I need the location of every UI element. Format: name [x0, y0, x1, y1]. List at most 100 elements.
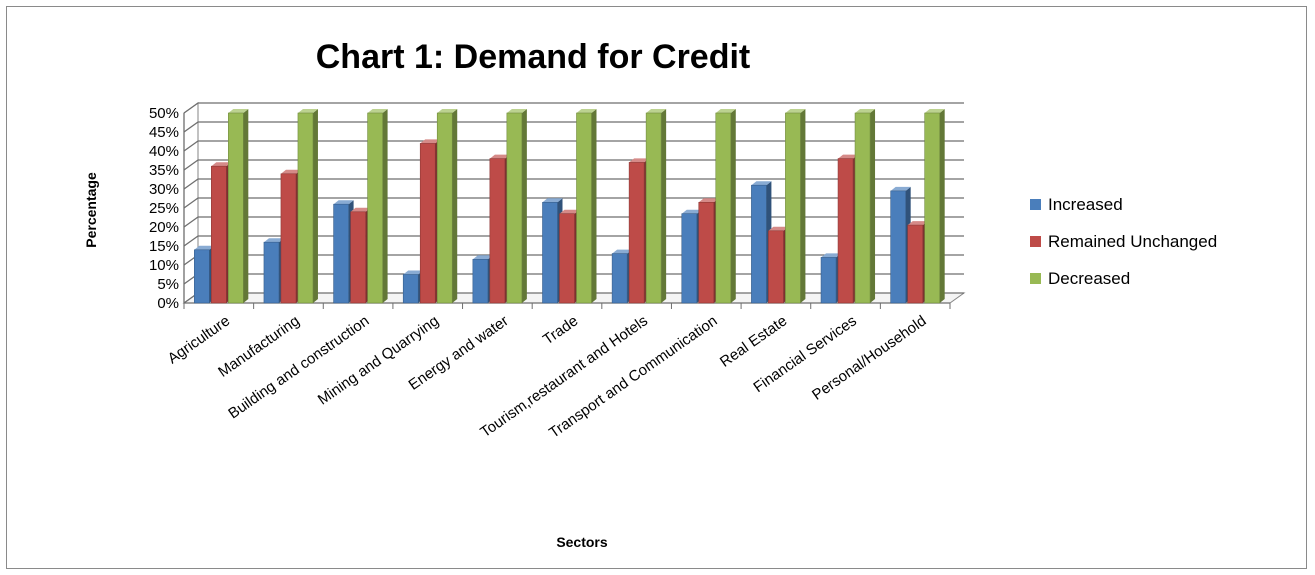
legend-swatch	[1030, 236, 1041, 247]
legend-swatch	[1030, 273, 1041, 284]
bar-side	[800, 109, 806, 303]
gridline	[183, 197, 964, 209]
y-tick-label: 5%	[157, 276, 179, 293]
x-axis-title: Sectors	[556, 534, 608, 550]
bar-front	[263, 241, 280, 304]
bar-front	[698, 202, 715, 304]
legend-label: Decreased	[1048, 269, 1130, 288]
x-category-label: Personal/Household	[809, 312, 929, 403]
bar-side	[661, 109, 667, 303]
y-tick-label: 15%	[149, 238, 179, 255]
bar-front	[645, 112, 662, 304]
bar-top	[907, 221, 928, 226]
y-tick-label: 35%	[149, 162, 179, 179]
bar-top	[768, 226, 789, 231]
bar-top	[646, 109, 667, 113]
bar-top	[559, 209, 580, 214]
gridline	[183, 178, 964, 190]
bar-front	[402, 274, 419, 304]
bar-top	[612, 249, 633, 254]
bar-top	[403, 270, 424, 275]
bar-top	[715, 109, 736, 113]
bar-front	[419, 143, 436, 304]
bar-front	[228, 112, 244, 304]
bar-top	[855, 109, 876, 113]
bar-decreased	[436, 109, 458, 304]
bar-front	[436, 112, 453, 304]
bar-top	[506, 109, 527, 113]
bar-top	[280, 169, 301, 174]
y-tick-label: 0%	[157, 295, 179, 312]
bar-front	[820, 257, 837, 304]
bar-front	[280, 173, 297, 304]
bar-top	[489, 154, 510, 159]
bar-front	[837, 158, 854, 304]
bar-decreased	[924, 109, 945, 304]
y-tick-label: 20%	[149, 219, 179, 236]
bar-decreased	[506, 109, 527, 304]
plot-area: 0% 5% 10% 15% 20% 25% 30% 35% 40% 45% 50% Agricultu…	[149, 102, 966, 442]
bar-front	[628, 162, 645, 304]
bar-front	[350, 211, 366, 304]
y-tick-label: 50%	[149, 105, 179, 122]
legend: Increased Remained Unchanged Decreased	[1030, 195, 1217, 288]
bar-top	[263, 238, 284, 243]
bar-top	[629, 158, 650, 163]
legend-swatch	[1030, 199, 1041, 210]
bar-top	[437, 109, 458, 113]
bar-decreased	[367, 109, 388, 304]
bar-top	[681, 209, 702, 214]
x-category-label: Mining and Quarrying	[315, 312, 442, 408]
bar-front	[367, 112, 383, 304]
bar-decreased	[854, 109, 876, 304]
bar-front	[751, 184, 767, 304]
bar-front	[785, 112, 801, 304]
gridline	[183, 121, 964, 133]
x-category-label: Trade	[540, 312, 581, 348]
bar-front	[907, 224, 923, 304]
bar-top	[838, 154, 859, 159]
bar-front	[681, 213, 698, 304]
legend-label: Increased	[1048, 195, 1123, 214]
bar-decreased	[297, 109, 318, 304]
bar-front	[924, 112, 940, 304]
bar-top	[194, 245, 215, 250]
bar-top	[297, 109, 318, 113]
bar-front	[211, 165, 227, 304]
legend-label: Remained Unchanged	[1048, 232, 1217, 251]
bar-top	[890, 186, 911, 191]
y-tick-label: 30%	[149, 181, 179, 198]
bar-front	[297, 112, 314, 304]
x-category-label: Agriculture	[165, 312, 233, 367]
bar-top	[211, 162, 232, 167]
bar-side	[521, 109, 527, 303]
bar-front	[768, 230, 784, 304]
chart-title: Chart 1: Demand for Credit	[316, 38, 751, 76]
bar-side	[452, 109, 458, 303]
bar-decreased	[715, 109, 736, 304]
bar-front	[472, 258, 489, 304]
bar-top	[228, 109, 249, 113]
gridline	[183, 102, 964, 114]
bar-top	[472, 255, 493, 260]
bar-front	[890, 190, 906, 304]
bar-top	[751, 181, 772, 186]
y-tick-label: 40%	[149, 143, 179, 160]
bar-front	[506, 112, 523, 304]
bar-side	[382, 109, 388, 303]
bar-decreased	[645, 109, 667, 304]
bar-top	[350, 207, 371, 212]
bar-top	[785, 109, 806, 113]
gridline	[183, 140, 964, 152]
gridline	[183, 159, 964, 171]
bar-front	[576, 112, 592, 304]
bar-side	[730, 109, 736, 303]
bar-side	[870, 109, 876, 303]
bar-decreased	[228, 109, 249, 304]
bar-top	[698, 198, 719, 203]
bar-front	[489, 158, 506, 304]
bar-top	[367, 109, 388, 113]
bar-top	[576, 109, 597, 113]
bar-decreased	[785, 109, 806, 304]
